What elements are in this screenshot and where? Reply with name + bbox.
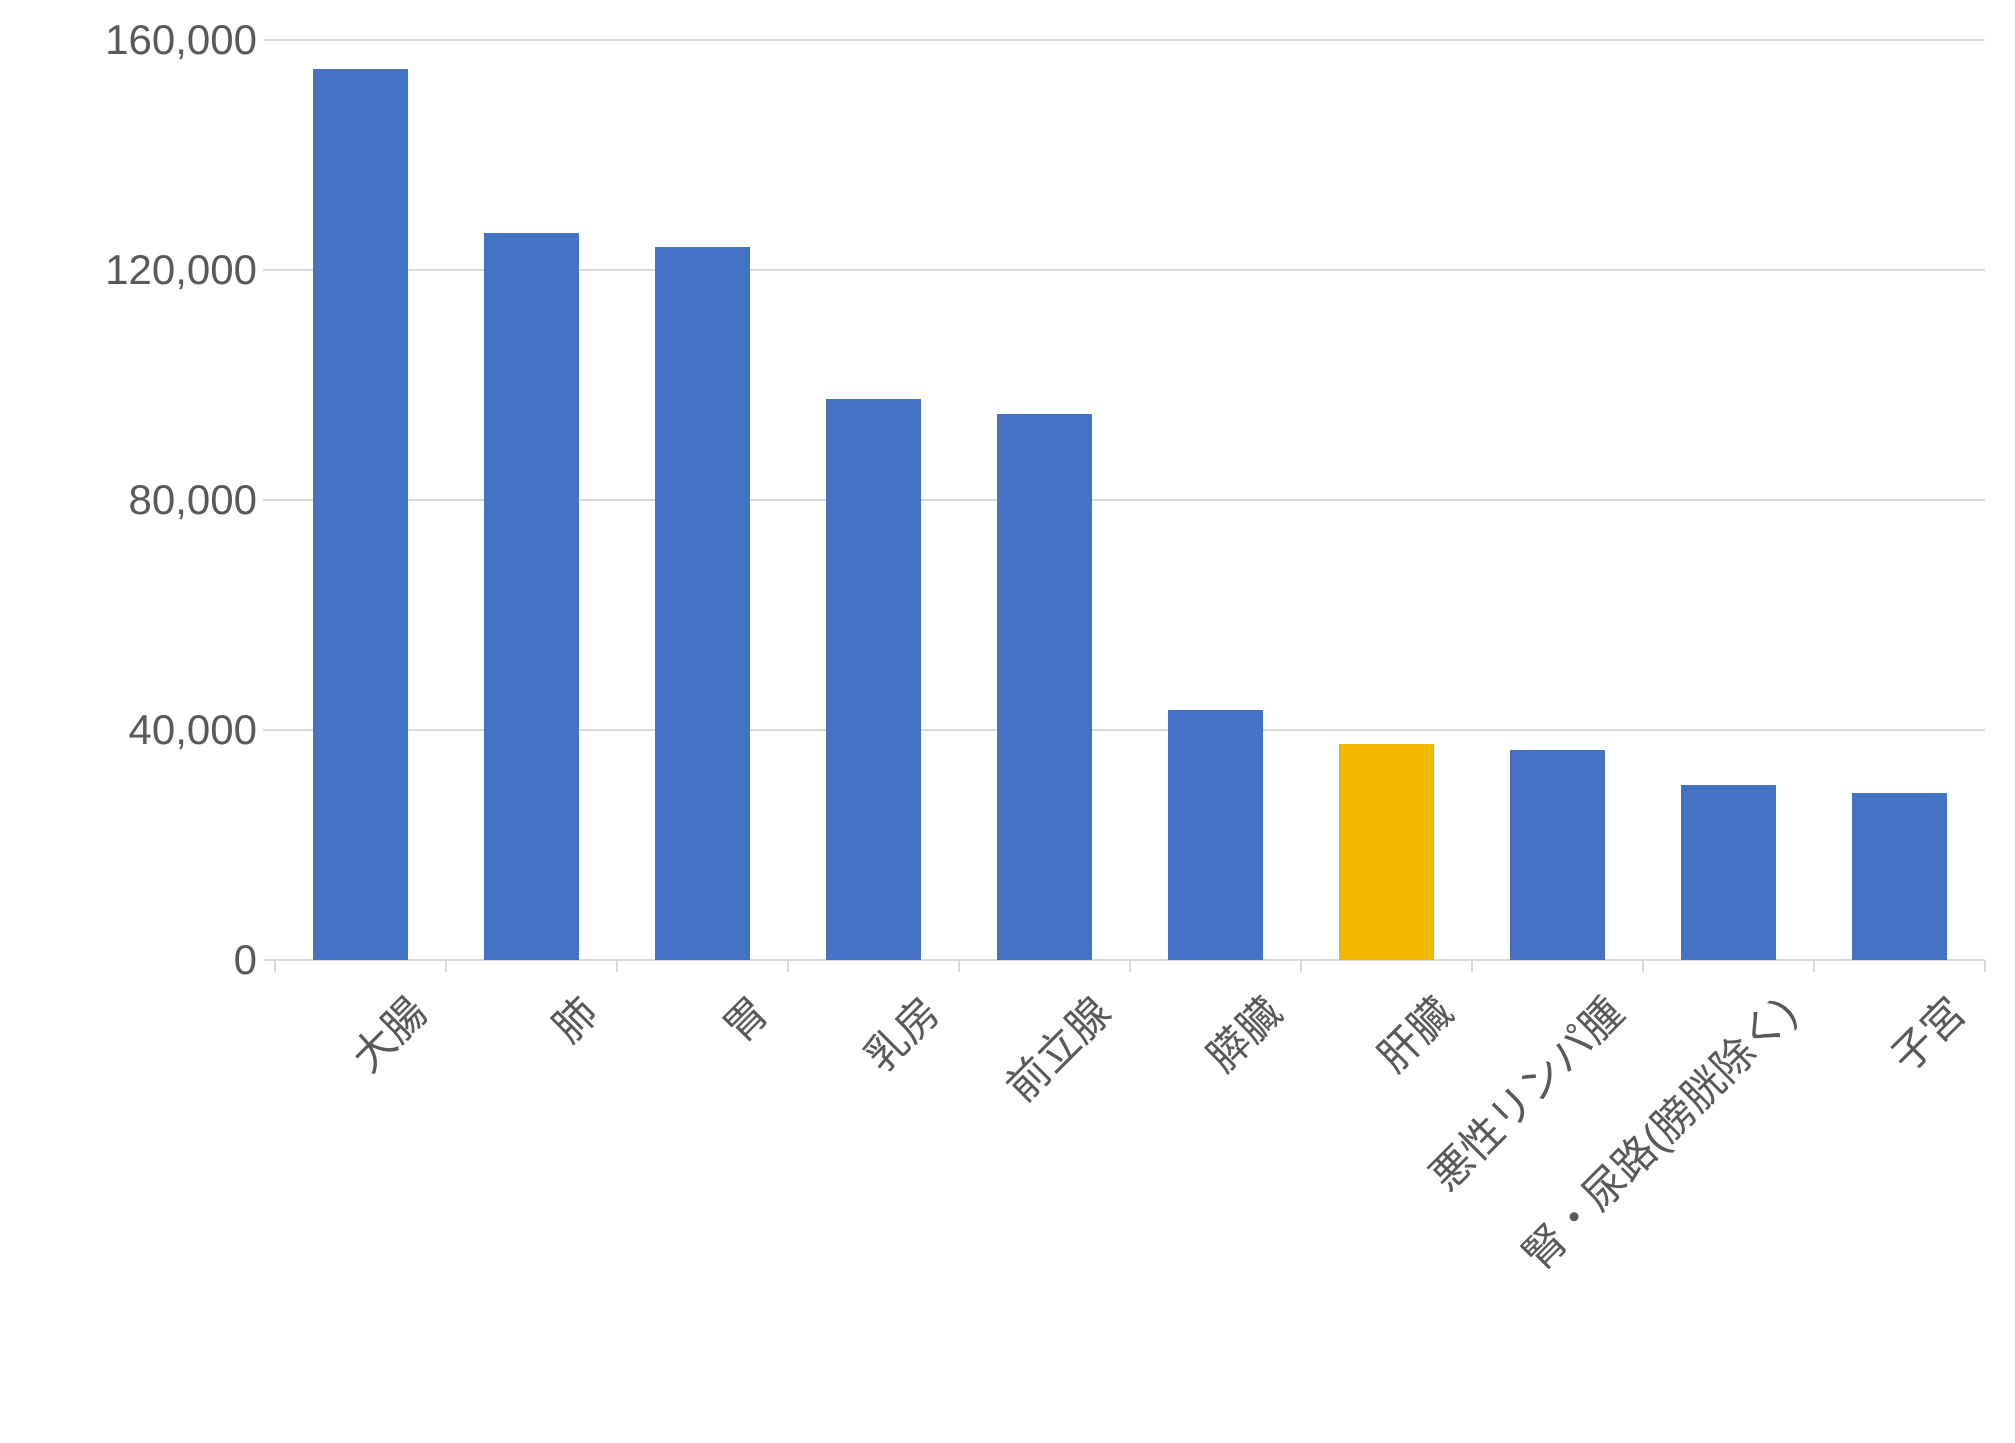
x-tick-mark: [274, 960, 276, 972]
x-tick-mark: [616, 960, 618, 972]
gridline: [275, 39, 1985, 41]
x-category-label: 大腸: [315, 960, 439, 1084]
x-tick-mark: [1984, 960, 1986, 972]
bar: [1681, 785, 1777, 960]
x-tick-mark: [1471, 960, 1473, 972]
bar: [1852, 793, 1948, 960]
x-tick-mark: [787, 960, 789, 972]
x-category-label: 前立腺: [969, 960, 1122, 1113]
x-tick-mark: [958, 960, 960, 972]
x-tick-mark: [1642, 960, 1644, 972]
y-tick-label: 120,000: [105, 246, 275, 294]
y-tick-mark: [263, 499, 275, 501]
x-category-label: 胃: [687, 960, 781, 1054]
y-tick-label: 40,000: [129, 706, 275, 754]
y-tick-label: 160,000: [105, 16, 275, 64]
bar: [997, 414, 1093, 960]
bar-chart: 040,00080,000120,000160,000大腸肺胃乳房前立腺膵臓肝臓…: [0, 0, 2015, 1443]
plot-area: 040,00080,000120,000160,000大腸肺胃乳房前立腺膵臓肝臓…: [275, 40, 1985, 960]
bar: [826, 399, 922, 960]
bar: [1510, 750, 1606, 960]
x-category-label: 肺: [516, 960, 610, 1054]
y-tick-mark: [263, 39, 275, 41]
bar: [484, 233, 580, 960]
bar: [655, 247, 751, 960]
y-tick-label: 80,000: [129, 476, 275, 524]
x-tick-mark: [1813, 960, 1815, 972]
x-tick-mark: [1300, 960, 1302, 972]
bar: [1168, 710, 1264, 960]
bar: [1339, 744, 1435, 960]
x-category-label: 膵臓: [1170, 960, 1294, 1084]
y-tick-mark: [263, 269, 275, 271]
x-tick-mark: [445, 960, 447, 972]
x-tick-mark: [1129, 960, 1131, 972]
bar: [313, 69, 409, 960]
y-tick-mark: [263, 729, 275, 731]
x-category-label: 子宮: [1854, 960, 1978, 1084]
x-category-label: 乳房: [828, 960, 952, 1084]
x-category-label: 肝臓: [1341, 960, 1465, 1084]
